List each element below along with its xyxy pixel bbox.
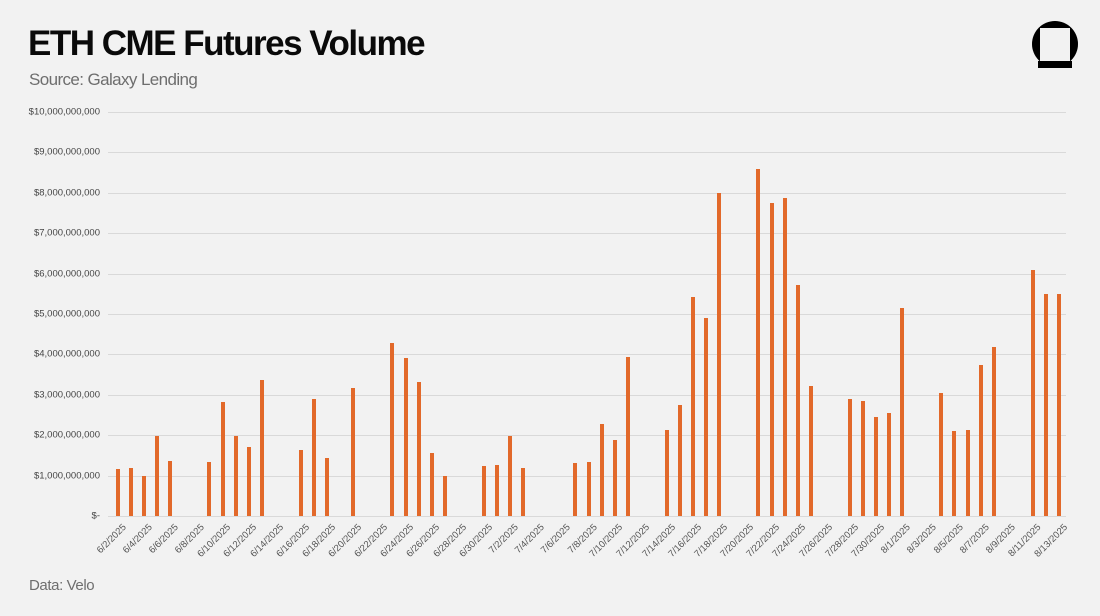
y-axis-tick-label: $8,000,000,000	[33, 187, 100, 199]
volume-bar	[782, 198, 787, 516]
volume-bar	[756, 169, 761, 516]
volume-bar	[586, 461, 591, 516]
volume-bar	[403, 358, 408, 516]
volume-bar	[129, 467, 134, 516]
volume-bar	[691, 296, 696, 516]
volume-bar	[495, 465, 500, 516]
volume-bar	[952, 430, 957, 516]
volume-bar	[429, 452, 434, 516]
y-axis-tick-label: $6,000,000,000	[33, 268, 100, 280]
y-axis-tick-label: $1,000,000,000	[33, 470, 100, 482]
volume-bar	[599, 423, 604, 516]
gridline	[108, 395, 1066, 396]
chart-title: ETH CME Futures Volume	[28, 24, 426, 63]
volume-bar	[207, 462, 212, 516]
volume-bar	[808, 385, 813, 516]
volume-bar	[481, 465, 486, 516]
gridline	[108, 152, 1066, 153]
volume-bar	[390, 342, 395, 516]
volume-bar	[155, 436, 160, 516]
y-axis-tick-label: $10,000,000,000	[28, 106, 100, 118]
gridline	[108, 112, 1066, 113]
gridline	[108, 233, 1066, 234]
gridline	[108, 435, 1066, 436]
volume-bar	[325, 458, 330, 516]
volume-bar	[508, 435, 513, 516]
y-axis-tick-label: $9,000,000,000	[33, 146, 100, 158]
volume-bar	[847, 398, 852, 516]
volume-bar	[351, 388, 356, 516]
y-axis-tick-label: $5,000,000,000	[33, 308, 100, 320]
data-source-note: Data: Velo	[29, 577, 95, 594]
volume-bar	[664, 429, 669, 516]
volume-bar	[220, 402, 225, 516]
volume-bar	[991, 346, 996, 516]
volume-bar	[259, 379, 264, 516]
volume-bar	[1057, 293, 1062, 516]
volume-bar	[442, 475, 447, 516]
volume-bar	[233, 436, 238, 516]
y-axis-tick-label: $4,000,000,000	[33, 348, 100, 360]
volume-bar	[625, 357, 630, 516]
gridline	[108, 193, 1066, 194]
volume-bar	[416, 381, 421, 516]
volume-bar	[704, 318, 709, 516]
gridline	[108, 516, 1066, 517]
volume-bar	[965, 429, 970, 516]
volume-bar	[521, 468, 526, 516]
gridline	[108, 314, 1066, 315]
volume-bar	[312, 399, 317, 516]
volume-bar	[874, 416, 879, 516]
volume-bar	[298, 450, 303, 516]
volume-bar	[116, 469, 120, 516]
gridline	[108, 354, 1066, 355]
volume-bar	[678, 404, 682, 516]
y-axis-tick-label: $3,000,000,000	[33, 389, 100, 401]
volume-bar	[887, 412, 892, 516]
volume-bar	[795, 284, 800, 516]
volume-bar	[168, 461, 173, 516]
volume-bar	[939, 393, 944, 516]
galaxy-logo-icon	[1032, 21, 1078, 68]
volume-bar	[142, 476, 147, 516]
volume-bar	[573, 462, 578, 516]
y-axis-tick-label: $-	[91, 510, 100, 522]
volume-bar	[900, 308, 905, 516]
chart-subtitle: Source: Galaxy Lending	[29, 70, 198, 89]
volume-bar	[246, 446, 251, 516]
volume-bar	[1043, 293, 1048, 516]
y-axis-tick-label: $2,000,000,000	[33, 429, 100, 441]
volume-bar	[769, 203, 774, 516]
volume-bar	[1030, 269, 1035, 516]
volume-bar	[978, 364, 983, 516]
y-axis-tick-label: $7,000,000,000	[33, 227, 100, 239]
volume-bar	[860, 400, 865, 516]
gridline	[108, 274, 1066, 275]
volume-bar	[717, 192, 722, 516]
volume-bar	[612, 440, 617, 516]
